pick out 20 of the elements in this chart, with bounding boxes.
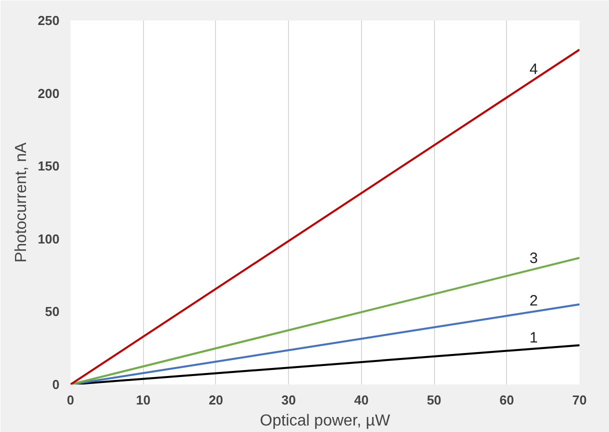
series-label: 4 <box>530 60 538 78</box>
y-tick-label: 200 <box>38 86 60 101</box>
series-label: 1 <box>530 330 538 347</box>
x-tick-label: 70 <box>572 392 587 408</box>
y-tick-label: 100 <box>38 231 60 246</box>
x-tick-label: 60 <box>500 392 514 408</box>
x-axis-title: Optical power, µW <box>260 412 391 430</box>
y-tick-label: 50 <box>45 304 60 320</box>
y-tick-label: 0 <box>52 377 60 392</box>
series-label: 2 <box>530 292 538 310</box>
x-tick-label: 50 <box>426 392 442 408</box>
y-axis-title: Photocurrent, nA <box>12 142 30 263</box>
x-tick-label: 10 <box>136 392 150 408</box>
x-tick-label: 30 <box>281 392 296 408</box>
x-tick-label: 0 <box>66 392 74 408</box>
x-tick-label: 40 <box>354 392 369 408</box>
y-tick-label: 150 <box>38 158 60 174</box>
y-tick-label: 250 <box>38 13 60 28</box>
x-tick-label: 20 <box>208 392 224 408</box>
series-label: 3 <box>530 250 538 268</box>
